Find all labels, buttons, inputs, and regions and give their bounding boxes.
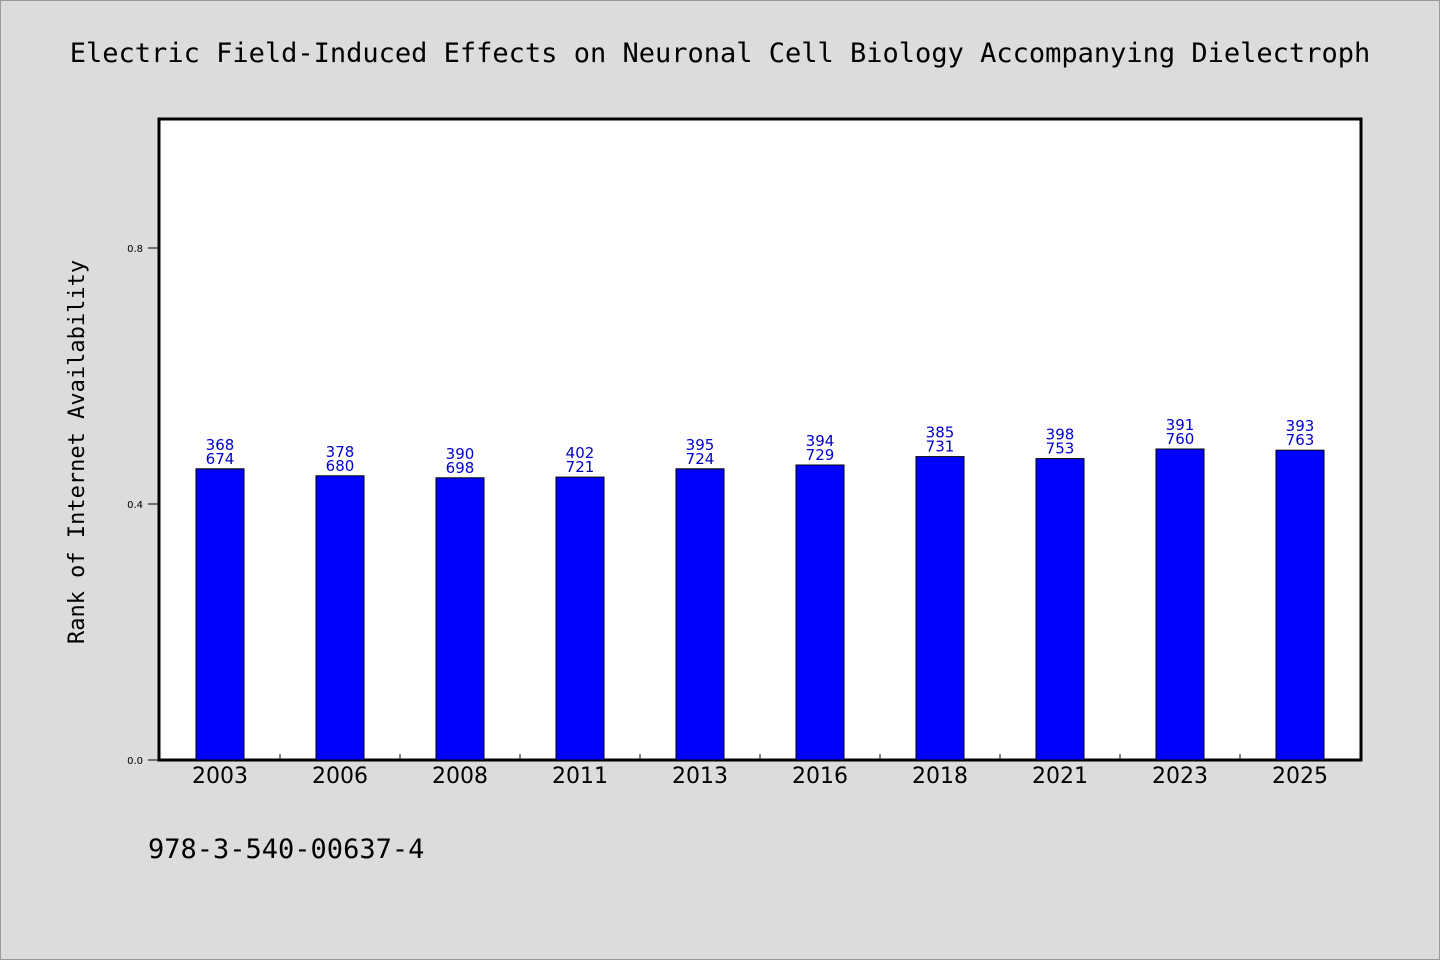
x-tick-label: 2016	[792, 764, 848, 789]
chart-title: Electric Field-Induced Effects on Neuron…	[70, 38, 1370, 69]
data-label-bottom: 753	[1046, 440, 1075, 458]
y-tick-label: 0.4	[127, 500, 143, 511]
data-label-top: 390	[446, 445, 475, 463]
data-label-bottom: 760	[1166, 430, 1195, 448]
data-label-top: 395	[686, 436, 715, 454]
bar	[795, 464, 845, 761]
y-tick-label: 0.8	[127, 244, 143, 255]
data-label-top: 402	[566, 444, 595, 462]
bar	[1155, 448, 1205, 761]
data-label-bottom: 721	[566, 458, 595, 476]
x-tick-label: 2025	[1272, 764, 1328, 789]
data-label-bottom: 729	[806, 446, 835, 464]
data-label-top: 393	[1286, 417, 1315, 435]
bars-layer	[195, 448, 1325, 761]
data-label-bottom: 674	[206, 450, 235, 468]
isbn-text: 978-3-540-00637-4	[148, 834, 425, 865]
bar	[1035, 458, 1085, 761]
x-tick-label: 2023	[1152, 764, 1208, 789]
data-label-bottom: 763	[1286, 431, 1315, 449]
x-tick-label: 2006	[312, 764, 368, 789]
data-label-bottom: 698	[446, 459, 475, 477]
x-tick-label: 2008	[432, 764, 488, 789]
x-tick-label: 2011	[552, 764, 608, 789]
data-label-bottom: 724	[686, 450, 715, 468]
data-label-top: 391	[1166, 416, 1195, 434]
bar	[555, 476, 605, 761]
x-tick-label: 2003	[192, 764, 248, 789]
data-label-bottom: 680	[326, 457, 355, 475]
bar	[675, 468, 725, 761]
x-tick-label: 2018	[912, 764, 968, 789]
x-axis: 2003 2006 2008 2011 2013 2016 2018 2021 2023 2025	[192, 754, 1328, 789]
y-axis: 0.0 0.4 0.8	[127, 244, 160, 767]
data-label-top: 385	[926, 424, 955, 442]
y-tick-label: 0.0	[127, 756, 143, 767]
bar	[435, 477, 485, 761]
data-label-top: 394	[806, 432, 835, 450]
data-label-top: 398	[1046, 426, 1075, 444]
bar	[1275, 449, 1325, 761]
data-label-top: 368	[206, 436, 235, 454]
y-axis-label: Rank of Internet Availability	[65, 260, 90, 644]
x-tick-label: 2013	[672, 764, 728, 789]
x-tick-label: 2021	[1032, 764, 1088, 789]
bar	[315, 475, 365, 761]
bar	[195, 468, 245, 761]
data-label-bottom: 731	[926, 438, 955, 456]
bar	[915, 456, 965, 761]
data-label-top: 378	[326, 443, 355, 461]
